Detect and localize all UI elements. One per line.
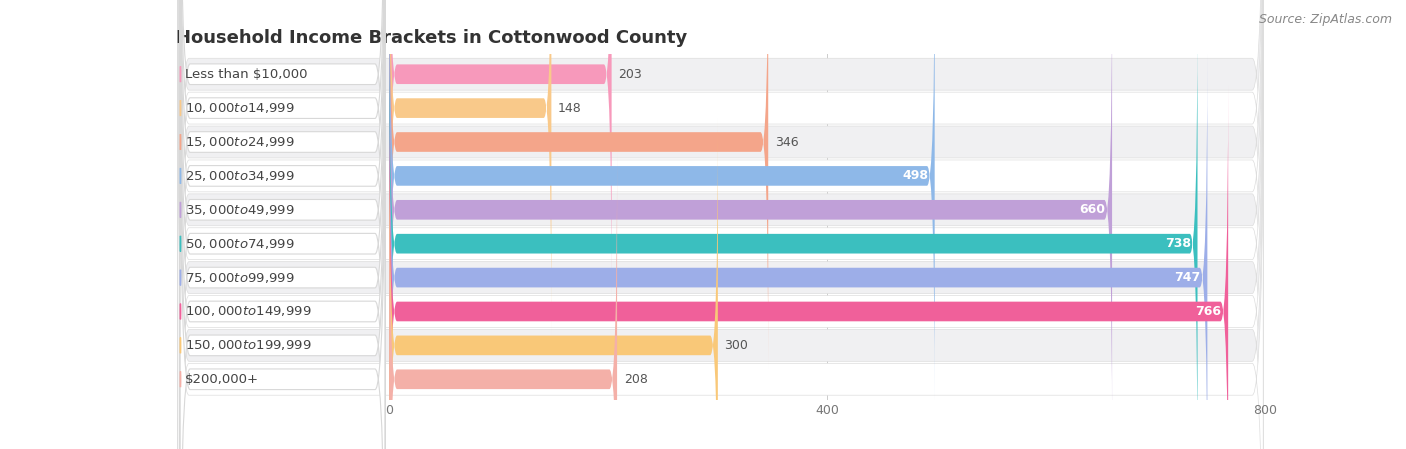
- FancyBboxPatch shape: [180, 0, 385, 449]
- Text: 660: 660: [1080, 203, 1105, 216]
- Text: 203: 203: [619, 68, 643, 81]
- FancyBboxPatch shape: [179, 0, 1263, 449]
- Text: 498: 498: [903, 169, 928, 182]
- Text: $150,000 to $199,999: $150,000 to $199,999: [186, 339, 312, 352]
- FancyBboxPatch shape: [180, 0, 385, 449]
- Text: $75,000 to $99,999: $75,000 to $99,999: [186, 271, 295, 285]
- FancyBboxPatch shape: [180, 51, 385, 449]
- FancyBboxPatch shape: [389, 0, 612, 302]
- FancyBboxPatch shape: [180, 0, 385, 403]
- Text: Less than $10,000: Less than $10,000: [186, 68, 308, 81]
- FancyBboxPatch shape: [179, 0, 1263, 449]
- FancyBboxPatch shape: [179, 0, 1263, 397]
- FancyBboxPatch shape: [180, 84, 385, 449]
- Text: 738: 738: [1166, 237, 1191, 250]
- FancyBboxPatch shape: [389, 0, 1112, 437]
- Text: Source: ZipAtlas.com: Source: ZipAtlas.com: [1258, 13, 1392, 26]
- Text: 346: 346: [775, 136, 799, 149]
- Text: Household Income Brackets in Cottonwood County: Household Income Brackets in Cottonwood …: [176, 29, 688, 47]
- Text: 747: 747: [1174, 271, 1201, 284]
- FancyBboxPatch shape: [180, 0, 385, 369]
- Text: 300: 300: [724, 339, 748, 352]
- Text: $100,000 to $149,999: $100,000 to $149,999: [186, 304, 312, 318]
- FancyBboxPatch shape: [180, 0, 385, 449]
- FancyBboxPatch shape: [389, 16, 1198, 449]
- Text: $35,000 to $49,999: $35,000 to $49,999: [186, 203, 295, 217]
- FancyBboxPatch shape: [389, 152, 617, 449]
- FancyBboxPatch shape: [389, 0, 768, 370]
- Text: 148: 148: [558, 101, 582, 114]
- FancyBboxPatch shape: [179, 56, 1263, 449]
- Text: $200,000+: $200,000+: [186, 373, 259, 386]
- FancyBboxPatch shape: [180, 0, 385, 437]
- Text: 766: 766: [1195, 305, 1222, 318]
- FancyBboxPatch shape: [389, 118, 718, 449]
- FancyBboxPatch shape: [179, 0, 1263, 431]
- FancyBboxPatch shape: [180, 0, 385, 449]
- FancyBboxPatch shape: [179, 0, 1263, 449]
- FancyBboxPatch shape: [179, 0, 1263, 449]
- Text: $50,000 to $74,999: $50,000 to $74,999: [186, 237, 295, 251]
- FancyBboxPatch shape: [179, 22, 1263, 449]
- FancyBboxPatch shape: [179, 0, 1263, 449]
- FancyBboxPatch shape: [389, 0, 551, 335]
- Text: $10,000 to $14,999: $10,000 to $14,999: [186, 101, 295, 115]
- FancyBboxPatch shape: [180, 17, 385, 449]
- FancyBboxPatch shape: [389, 0, 935, 403]
- FancyBboxPatch shape: [389, 84, 1229, 449]
- Text: 208: 208: [624, 373, 648, 386]
- Text: $25,000 to $34,999: $25,000 to $34,999: [186, 169, 295, 183]
- FancyBboxPatch shape: [179, 0, 1263, 449]
- Text: $15,000 to $24,999: $15,000 to $24,999: [186, 135, 295, 149]
- FancyBboxPatch shape: [389, 50, 1208, 449]
